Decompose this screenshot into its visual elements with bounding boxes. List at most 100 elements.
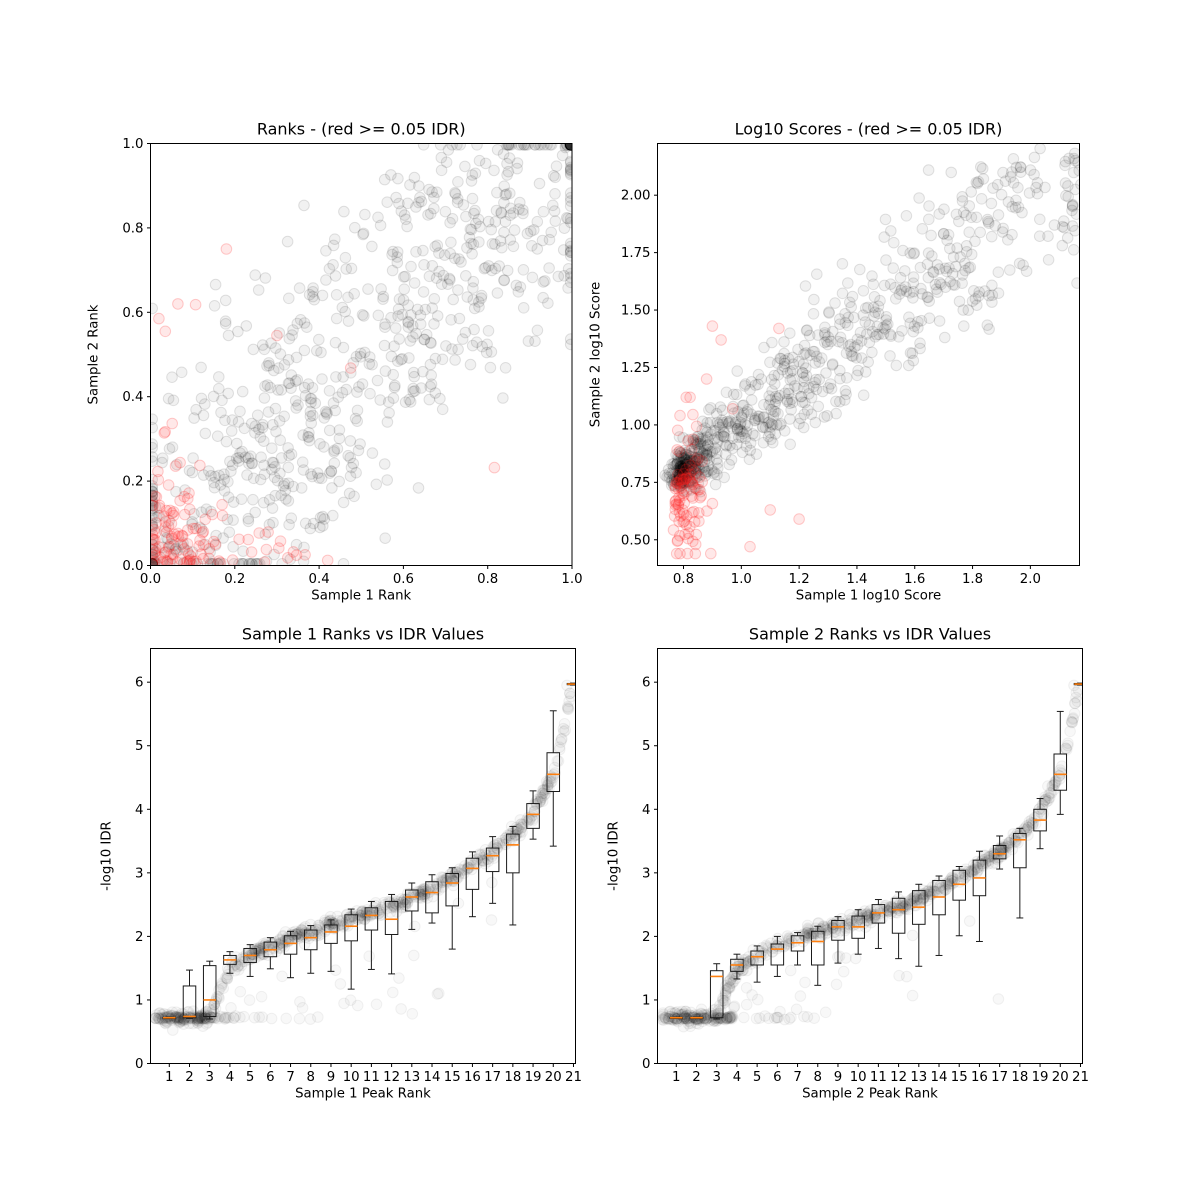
x-tick-label: 14 — [424, 1070, 441, 1085]
y-tick-label: 4 — [135, 803, 143, 818]
box-rank-15 — [445, 867, 459, 950]
x-tick-label: 8 — [814, 1070, 822, 1085]
x-tick-label: 21 — [565, 1070, 582, 1085]
x-tick-label: 0.8 — [477, 572, 498, 587]
y-tick-label: 1.00 — [621, 418, 651, 433]
box-rank-18 — [506, 825, 520, 926]
box-rank-19 — [526, 790, 540, 840]
box-rank-16 — [972, 850, 987, 942]
x-tick-label: 6 — [773, 1070, 781, 1085]
idr-points-band-layer — [657, 684, 1083, 1033]
box-rank-6 — [770, 935, 785, 977]
box-rank-7 — [790, 932, 805, 966]
plot-area-score-scatter — [659, 143, 1080, 560]
subplot-score-scatter: 0.8 1.0 1.2 1.4 1.6 1.8 2.0 0.50 0.75 1.00 1.25 1.5… — [589, 120, 1080, 604]
x-tick-label: 20 — [545, 1070, 562, 1085]
axes-spines — [657, 143, 1080, 566]
x-tick-label: 17 — [484, 1070, 501, 1085]
x-tick-label: 16 — [464, 1070, 481, 1085]
x-tick-label: 1 — [165, 1070, 173, 1085]
x-tick-label: 6 — [266, 1070, 274, 1085]
y-tick-label: 5 — [642, 739, 650, 754]
reproducible-peaks-gray-layer — [659, 143, 1080, 498]
x-tick-label: 1.0 — [561, 572, 582, 587]
box-rank-21 — [566, 682, 576, 686]
x-tick-label: 1.4 — [846, 572, 867, 587]
x-tick-label: 18 — [504, 1070, 521, 1085]
box-rank-8 — [810, 925, 825, 986]
box-rank-9 — [831, 916, 845, 964]
x-tick-label: 0.8 — [673, 572, 694, 587]
plot-area-sample1-rank-idr — [150, 679, 576, 1036]
subplot-sample2-rank-idr: 1 2 3 4 5 6 7 8 9 10 11 12 13 14 15 16 17 18 19 20 210123456… — [607, 625, 1089, 1102]
x-tick-label: 11 — [363, 1070, 380, 1085]
y-tick-label: 1.25 — [621, 361, 651, 376]
subplot-title: Log10 Scores - (red >= 0.05 IDR) — [735, 120, 1003, 139]
y-axis-label: -log10 IDR — [100, 821, 115, 891]
x-tick-label: 12 — [383, 1070, 400, 1085]
y-tick-label: 0.2 — [122, 475, 143, 490]
x-tick-label: 7 — [793, 1070, 801, 1085]
box-rank-18 — [1013, 827, 1027, 919]
box-rank-2 — [182, 969, 197, 1019]
y-tick-label: 6 — [135, 676, 143, 691]
x-tick-label: 1.0 — [731, 572, 752, 587]
x-axis-label: Sample 2 Peak Rank — [802, 1087, 938, 1102]
x-tick-label: 15 — [444, 1070, 461, 1085]
y-tick-label: 0.8 — [122, 221, 143, 236]
box-rank-16 — [465, 851, 480, 918]
box-rank-5 — [750, 945, 764, 983]
idr-below-dots-layer — [225, 679, 573, 1022]
y-axis-label: Sample 2 log10 Score — [589, 282, 604, 427]
plot-area-rank-scatter — [150, 143, 572, 566]
x-axis-label: Sample 1 Peak Rank — [295, 1087, 431, 1102]
x-tick-label: 5 — [246, 1070, 254, 1085]
x-tick-label: 13 — [910, 1070, 927, 1085]
box-rank-14 — [425, 874, 439, 924]
x-tick-label: 10 — [850, 1070, 867, 1085]
box-rank-20 — [546, 710, 561, 847]
reproducible-peaks-gray-layer — [150, 143, 572, 566]
box-rank-12 — [891, 891, 906, 960]
y-tick-label: 1 — [642, 993, 650, 1008]
x-tick-label: 9 — [834, 1070, 842, 1085]
y-tick-label: 0.6 — [122, 306, 143, 321]
y-tick-label: 2 — [135, 930, 143, 945]
x-tick-label: 4 — [226, 1070, 234, 1085]
y-tick-label: 4 — [642, 803, 650, 818]
y-tick-label: 1.50 — [621, 304, 651, 319]
x-tick-label: 12 — [890, 1070, 907, 1085]
y-tick-label: 0.4 — [122, 390, 143, 405]
box-rank-14 — [932, 875, 946, 956]
x-tick-label: 19 — [525, 1070, 542, 1085]
box-rank-4 — [223, 951, 237, 974]
x-tick-label: 1.8 — [962, 572, 983, 587]
x-tick-label: 0.2 — [224, 572, 245, 587]
y-tick-label: 0.50 — [621, 533, 651, 548]
axes-spines — [657, 648, 1083, 1064]
x-tick-label: 20 — [1052, 1070, 1069, 1085]
y-axis-label: -log10 IDR — [607, 821, 622, 891]
box-rank-3 — [202, 960, 217, 1020]
box-rank-13 — [405, 882, 419, 930]
y-tick-label: 1 — [135, 993, 143, 1008]
x-tick-label: 3 — [712, 1070, 720, 1085]
x-tick-label: 21 — [1072, 1070, 1089, 1085]
x-tick-label: 5 — [753, 1070, 761, 1085]
x-tick-label: 9 — [327, 1070, 335, 1085]
y-tick-label: 2.00 — [621, 189, 651, 204]
x-tick-label: 10 — [343, 1070, 360, 1085]
irreproducible-peaks-red-layer — [150, 243, 501, 566]
box-rank-1 — [669, 1016, 684, 1019]
y-tick-label: 1.75 — [621, 246, 651, 261]
x-tick-label: 0.0 — [140, 572, 161, 587]
box-rank-6 — [263, 937, 278, 970]
x-tick-label: 13 — [403, 1070, 420, 1085]
x-tick-label: 7 — [286, 1070, 294, 1085]
box-rank-11 — [364, 900, 379, 970]
subplot-rank-scatter: 0.0 0.2 0.4 0.6 0.8 1.0 0.0 0.2 0.4 0.6 0.8 1.0 Rank… — [87, 120, 583, 604]
x-tick-label: 4 — [733, 1070, 741, 1085]
x-tick-label: 17 — [991, 1070, 1008, 1085]
x-tick-label: 16 — [971, 1070, 988, 1085]
